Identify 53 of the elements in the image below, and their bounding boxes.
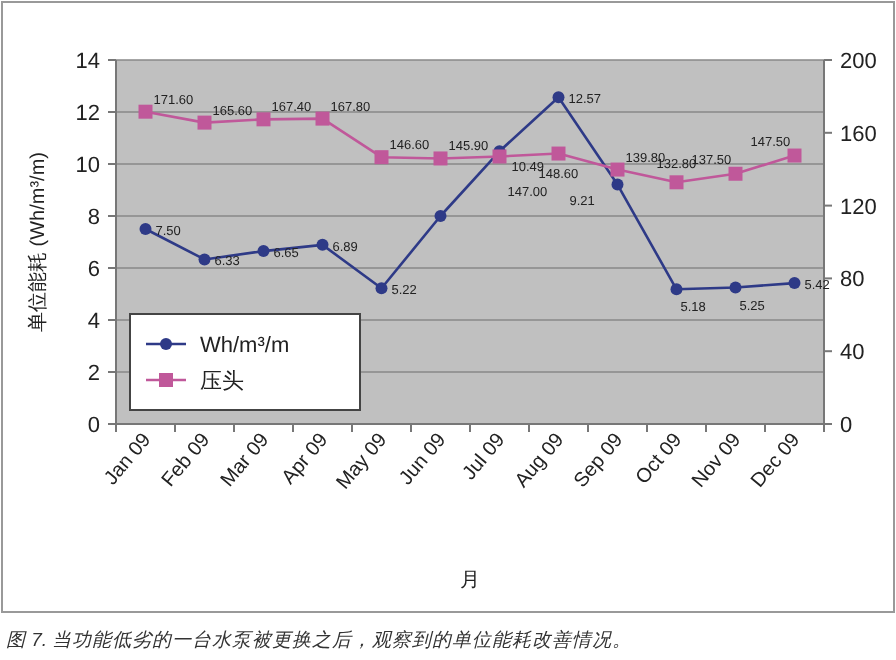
y-tick-label: 2 bbox=[87, 362, 100, 386]
y-tick-label: 12 bbox=[75, 102, 100, 126]
point bbox=[670, 283, 683, 296]
y-tick-label: 14 bbox=[75, 50, 100, 74]
point bbox=[492, 149, 507, 164]
point bbox=[315, 111, 330, 126]
y-tick-label: 0 bbox=[87, 414, 100, 438]
point bbox=[139, 223, 152, 235]
point bbox=[434, 210, 447, 222]
x-tick-label: Feb 09 bbox=[158, 429, 216, 492]
x-tick-label: Jun 09 bbox=[395, 429, 452, 490]
y-tick-label: 10 bbox=[75, 154, 100, 178]
point bbox=[433, 151, 448, 166]
point bbox=[551, 146, 566, 161]
legend-label: 压头 bbox=[200, 368, 244, 394]
y2-tick-label: 200 bbox=[840, 50, 877, 74]
legend-label: Wh/m³/m bbox=[200, 334, 290, 358]
x-tick-label: Oct 09 bbox=[632, 429, 688, 490]
y-axis-title: 单位能耗 (Wh/m³/m) bbox=[26, 152, 50, 332]
point bbox=[728, 166, 743, 181]
point bbox=[316, 238, 329, 251]
x-tick-label: Mar 09 bbox=[217, 429, 275, 492]
point bbox=[729, 281, 742, 294]
point bbox=[788, 277, 801, 290]
point bbox=[610, 162, 625, 177]
point bbox=[611, 178, 624, 191]
y2-tick-label: 160 bbox=[840, 122, 877, 147]
x-tick-label: Apr 09 bbox=[278, 429, 334, 490]
x-tick-label: Sep 09 bbox=[570, 429, 629, 493]
point bbox=[138, 104, 153, 119]
x-tick-label: Jul 09 bbox=[458, 429, 511, 485]
point bbox=[375, 282, 388, 295]
y2-tick-label: 120 bbox=[840, 195, 877, 220]
x-tick-label: Aug 09 bbox=[511, 429, 570, 493]
y-tick-label: 6 bbox=[87, 258, 100, 282]
point bbox=[256, 112, 271, 127]
point bbox=[787, 148, 802, 163]
x-axis-title: 月 bbox=[460, 570, 480, 592]
y2-tick-label: 80 bbox=[840, 268, 865, 293]
point bbox=[197, 115, 212, 130]
y-tick-label: 4 bbox=[87, 310, 100, 334]
y2-tick-label: 0 bbox=[840, 414, 853, 438]
y-tick-label: 8 bbox=[87, 206, 100, 230]
point bbox=[552, 91, 565, 104]
point bbox=[257, 245, 270, 258]
point bbox=[374, 150, 389, 165]
y2-tick-label: 40 bbox=[840, 341, 865, 366]
x-tick-label: Nov 09 bbox=[688, 429, 747, 493]
x-tick-label: Dec 09 bbox=[747, 429, 806, 493]
caption: 图 7. 当功能低劣的一台水泵被更换之后，观察到的单位能耗改善情况。 bbox=[6, 628, 633, 652]
point bbox=[669, 175, 684, 190]
point bbox=[198, 253, 211, 266]
x-tick-label: Jan 09 bbox=[100, 429, 157, 490]
